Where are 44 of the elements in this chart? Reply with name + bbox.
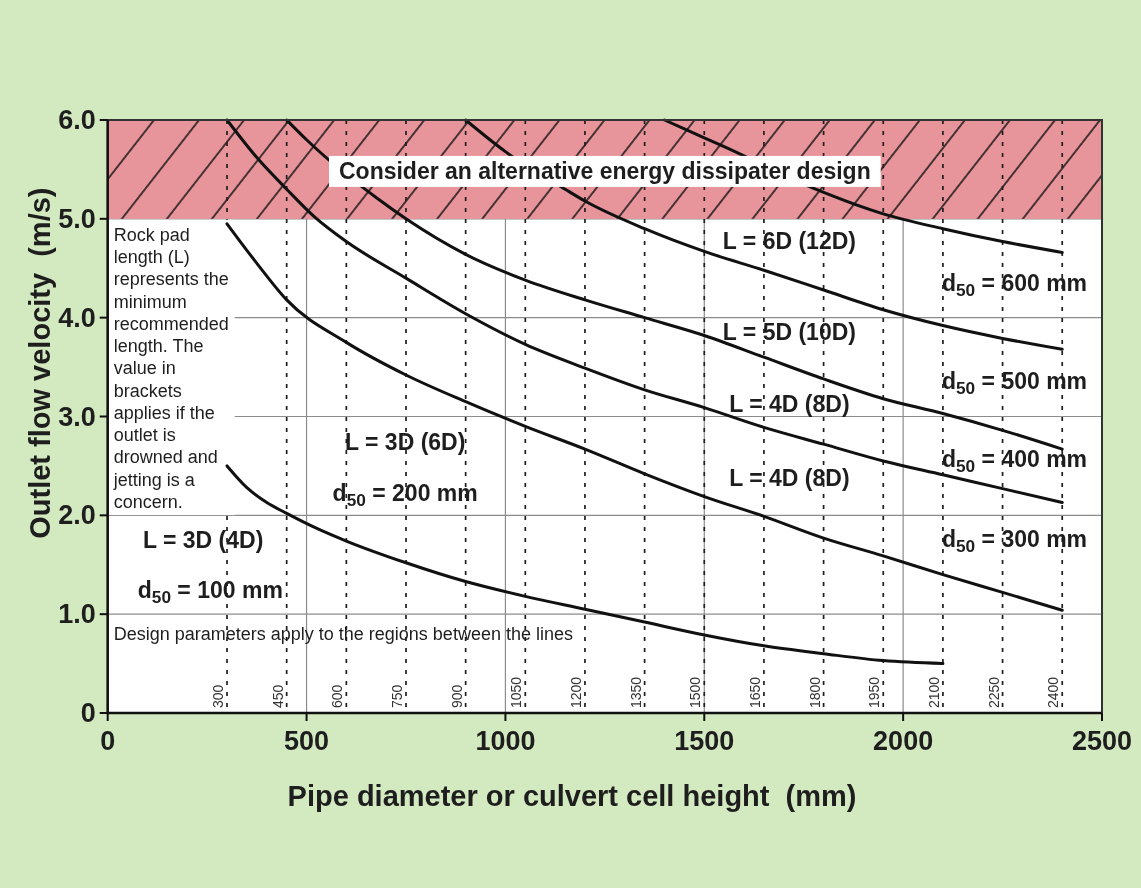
text: Rock pad length (L) represents the minimum recommended length. The value in brackets applies if the outlet is drowned and jetting is a concern. <box>113 224 229 512</box>
x-tick-label: 0 <box>100 726 116 756</box>
y-tick-label: 5.0 <box>58 203 96 234</box>
ref-line-label: 450 <box>269 684 286 708</box>
ref-line-label: 600 <box>329 684 346 708</box>
annotation: L = 4D (8D) <box>729 390 850 417</box>
y-tick-label: 6.0 <box>58 105 96 135</box>
annotation: L = 6D (12D) <box>722 227 856 254</box>
y-tick-label: 2.0 <box>58 500 96 531</box>
annotation: d$_{50}$ = 100 mm <box>137 577 283 608</box>
x-tick-label: 2000 <box>873 726 934 756</box>
ref-line-label: 2400 <box>1045 676 1062 708</box>
annotation: d$_{50}$ = 500 mm <box>941 367 1088 399</box>
ref-line-label: 1200 <box>567 676 584 708</box>
ref-line-label: 300 <box>210 684 227 708</box>
annotation: d$_{50}$ = 200 mm <box>332 479 478 510</box>
ref-line-label: 1800 <box>806 676 823 708</box>
ref-line-label: 1650 <box>746 676 763 708</box>
x-axis-title: Pipe diameter or culvert cell height (mm) <box>287 780 857 812</box>
annotation: d$_{50}$ = 600 mm <box>941 270 1088 301</box>
ref-line-label: 750 <box>388 684 405 708</box>
ref-line-label: 2100 <box>925 676 942 708</box>
ref-line-label: 1950 <box>866 676 883 708</box>
x-tick-label: 1500 <box>674 726 735 756</box>
band-label: Consider an alternative energy dissipater design <box>338 158 871 185</box>
annotation: L = 4D (8D) <box>729 464 850 491</box>
y-axis-title: Outlet flow velocity (m/s) <box>24 187 56 539</box>
annotation: L = 3D (6D) <box>345 429 466 456</box>
ref-line-label: 2250 <box>985 676 1002 708</box>
ref-line-label: 900 <box>448 684 465 708</box>
y-tick-label: 1.0 <box>58 599 96 630</box>
ref-line-label: 1350 <box>627 676 644 708</box>
y-tick-label: 4.0 <box>58 302 96 333</box>
x-tick-label: 500 <box>284 726 330 756</box>
x-tick-label: 2500 <box>1071 726 1133 756</box>
y-tick-label: 3.0 <box>58 401 96 432</box>
annotation: d$_{50}$ = 400 mm <box>941 446 1088 477</box>
x-tick-label: 1000 <box>475 726 536 756</box>
ref-line-label: 1050 <box>508 676 525 708</box>
annotation: L = 3D (4D) <box>142 527 264 554</box>
y-tick-label: 0 <box>80 698 96 728</box>
ref-line-label: 1500 <box>687 676 704 708</box>
annotation: L = 5D (10D) <box>722 318 856 345</box>
annotation: d$_{50}$ = 300 mm <box>941 526 1088 557</box>
